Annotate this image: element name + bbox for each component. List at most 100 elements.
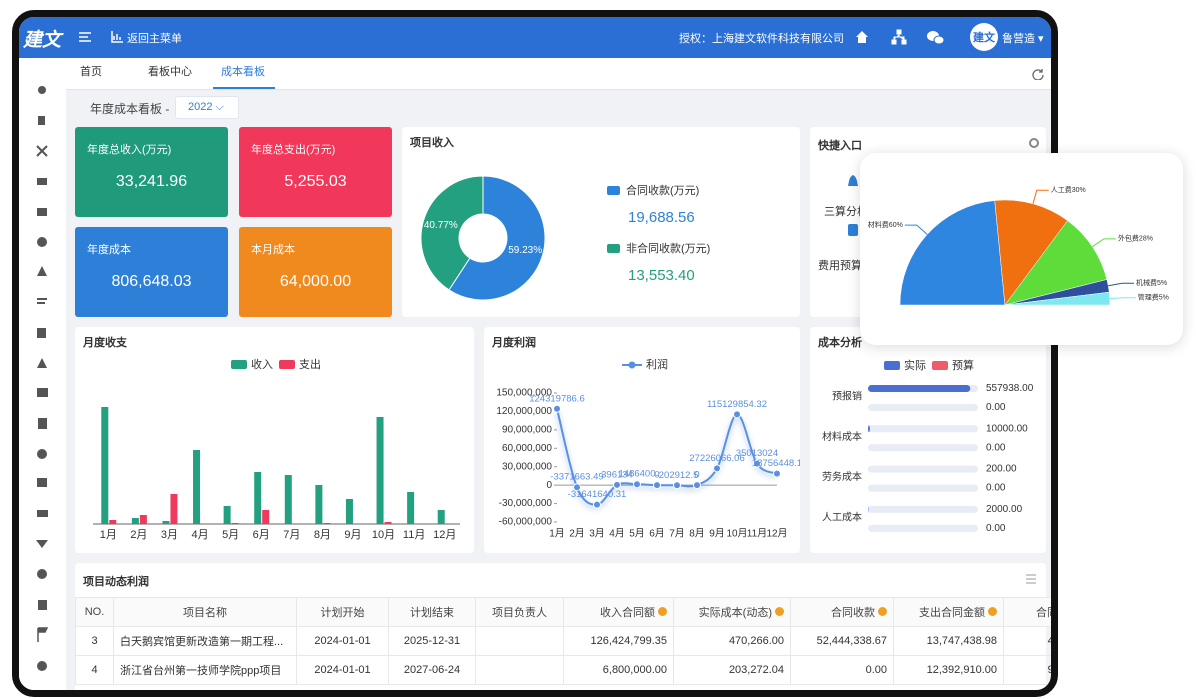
quick-item[interactable]: 三算分析 (824, 206, 868, 218)
chart-title: 成本分析 (818, 335, 862, 349)
point-label: 18756448.1 (752, 458, 800, 469)
user-menu[interactable]: 鲁营造 ▾ (1002, 33, 1044, 45)
kpi-label: 年度总支出(万元) (251, 144, 336, 156)
settings-icon[interactable] (1028, 137, 1040, 149)
quick-icons (848, 175, 858, 236)
point-label: 0 (694, 470, 699, 481)
table-cell: 203,272.04 (673, 655, 791, 685)
bar (109, 520, 117, 524)
menu-icon[interactable] (79, 31, 91, 43)
category-label: 预报销 (832, 390, 862, 403)
legend-swatch (884, 361, 900, 370)
slice-label: 59.23% (508, 245, 542, 256)
kpi-value: 5,255.03 (284, 173, 347, 190)
tab[interactable]: 成本看板 (213, 58, 275, 89)
table-cell (475, 626, 564, 656)
x-tick-label: 1月 (100, 529, 117, 541)
x-tick-label: 7月 (283, 529, 300, 541)
table-cell: 2027-06-24 (388, 655, 476, 685)
license: 授权：上海建文软件科技有限公司 (679, 33, 844, 45)
table-cell: 9,99 (1003, 655, 1051, 685)
donut-chart: 项目收入 59.23% 合同收款(万元) 19,688.56 40.77% 非合同收款(万… (410, 135, 710, 301)
point-label: 396134 (601, 469, 633, 480)
point (553, 404, 561, 413)
point-label: 1486400 (619, 469, 656, 480)
y-tick-label: 60,000,000 (502, 443, 552, 454)
tab[interactable]: 看板中心 (148, 66, 192, 78)
x-tick-label: 4月 (191, 529, 208, 541)
x-tick-label: 5月 (222, 529, 239, 541)
leader-line (1108, 282, 1134, 287)
point-label: 35013024 (736, 448, 778, 459)
y-tick-label: 150,000,000 (496, 388, 552, 399)
table-cell: 6,800,000.00 (563, 655, 674, 685)
bar (284, 475, 292, 524)
x-tick-label: 8月 (314, 529, 331, 541)
category-label: 劳务成本 (822, 470, 862, 483)
table-cell: 白天鹅宾馆更新改造第一期工程... (113, 626, 297, 656)
x-tick-label: 12月 (433, 529, 456, 541)
bar (323, 523, 331, 524)
value-label: 10000.00 (986, 423, 1028, 434)
leader-line (1109, 297, 1136, 300)
bar (170, 494, 178, 524)
back-link[interactable]: 返回主菜单 (127, 33, 182, 45)
column-header: 计划开始 (296, 597, 389, 627)
table-menu[interactable] (1025, 573, 1037, 585)
kpi-value: 64,000.00 (279, 273, 352, 290)
point (593, 500, 601, 509)
x-tick-label: 2月 (569, 528, 585, 540)
income-card: 项目收入 59.23% 合同收款(万元) 19,688.56 40.77% 非合同收款(万… (402, 127, 800, 317)
bar (384, 522, 392, 524)
pie-slice (1004, 220, 1108, 306)
x-tick-label: 7月 (669, 528, 685, 540)
x-tick-label: 12月 (766, 528, 787, 540)
bar (131, 518, 139, 524)
tab[interactable]: 首页 (80, 66, 102, 78)
help-icon (878, 607, 887, 616)
y-tick-label: 90,000,000 (502, 424, 552, 435)
table-row: 3 白天鹅宾馆更新改造第一期工程... 2024-01-01 2025-12-31 12… (75, 626, 1051, 656)
table-cell: 52,444,338.67 (790, 626, 894, 656)
y-tick-label: 30,000,000 (502, 461, 552, 472)
column-header: 实际成本(动态) (673, 597, 791, 627)
value-label: 557938.00 (986, 383, 1034, 394)
kpi-value: 33,241.96 (115, 173, 188, 190)
point-label: -31641640.31 (568, 489, 627, 500)
bar-track (868, 404, 978, 411)
point-label: 115129854.32 (707, 399, 767, 410)
x-tick-label: 9月 (709, 528, 725, 540)
legend-swatch (607, 186, 620, 195)
legend-swatch (607, 244, 620, 253)
table-cell (475, 655, 564, 685)
point-label: 124319786.6 (529, 393, 584, 404)
leader-line (1032, 189, 1049, 204)
x-tick-label: 2月 (130, 529, 147, 541)
slice-label: 管理费5% (1138, 293, 1169, 302)
year-select[interactable]: 2022 ⌵ (175, 96, 239, 119)
avatar[interactable]: 建文 (969, 22, 999, 52)
bar-track (868, 444, 978, 452)
avatar-text: 建文 (973, 30, 996, 44)
legend-label: 收入 (251, 357, 273, 371)
monthly-card: 月度收支 收入 支出 1月 2月 3月 4月 5月 6月 7月 8月 9月 10月 11月 12月 (75, 327, 474, 553)
legend-label: 利润 (646, 357, 668, 371)
legend-label: 实际 (904, 358, 926, 372)
bar (101, 407, 109, 524)
quick-item[interactable]: 费用预算 (818, 260, 862, 272)
slice-label: 40.77% (424, 220, 458, 231)
column-header: 收入合同额 (563, 597, 674, 627)
legend-swatch (932, 361, 948, 370)
header-icons[interactable] (855, 29, 955, 47)
kpi-card: 本月成本 64,000.00 (239, 227, 392, 317)
table-row: 4 浙江省台州第一技师学院ppp项目 2024-01-01 2027-06-24 6,8… (75, 655, 1051, 685)
point-label: 0 (654, 470, 659, 481)
refresh-icon[interactable] (1032, 68, 1044, 80)
pie-slice (1004, 291, 1111, 306)
y-tick-label: 120,000,000 (496, 406, 552, 417)
point (613, 480, 621, 489)
y-tick-label: 0 (546, 480, 552, 491)
user-name: 鲁营造 (1002, 33, 1035, 45)
